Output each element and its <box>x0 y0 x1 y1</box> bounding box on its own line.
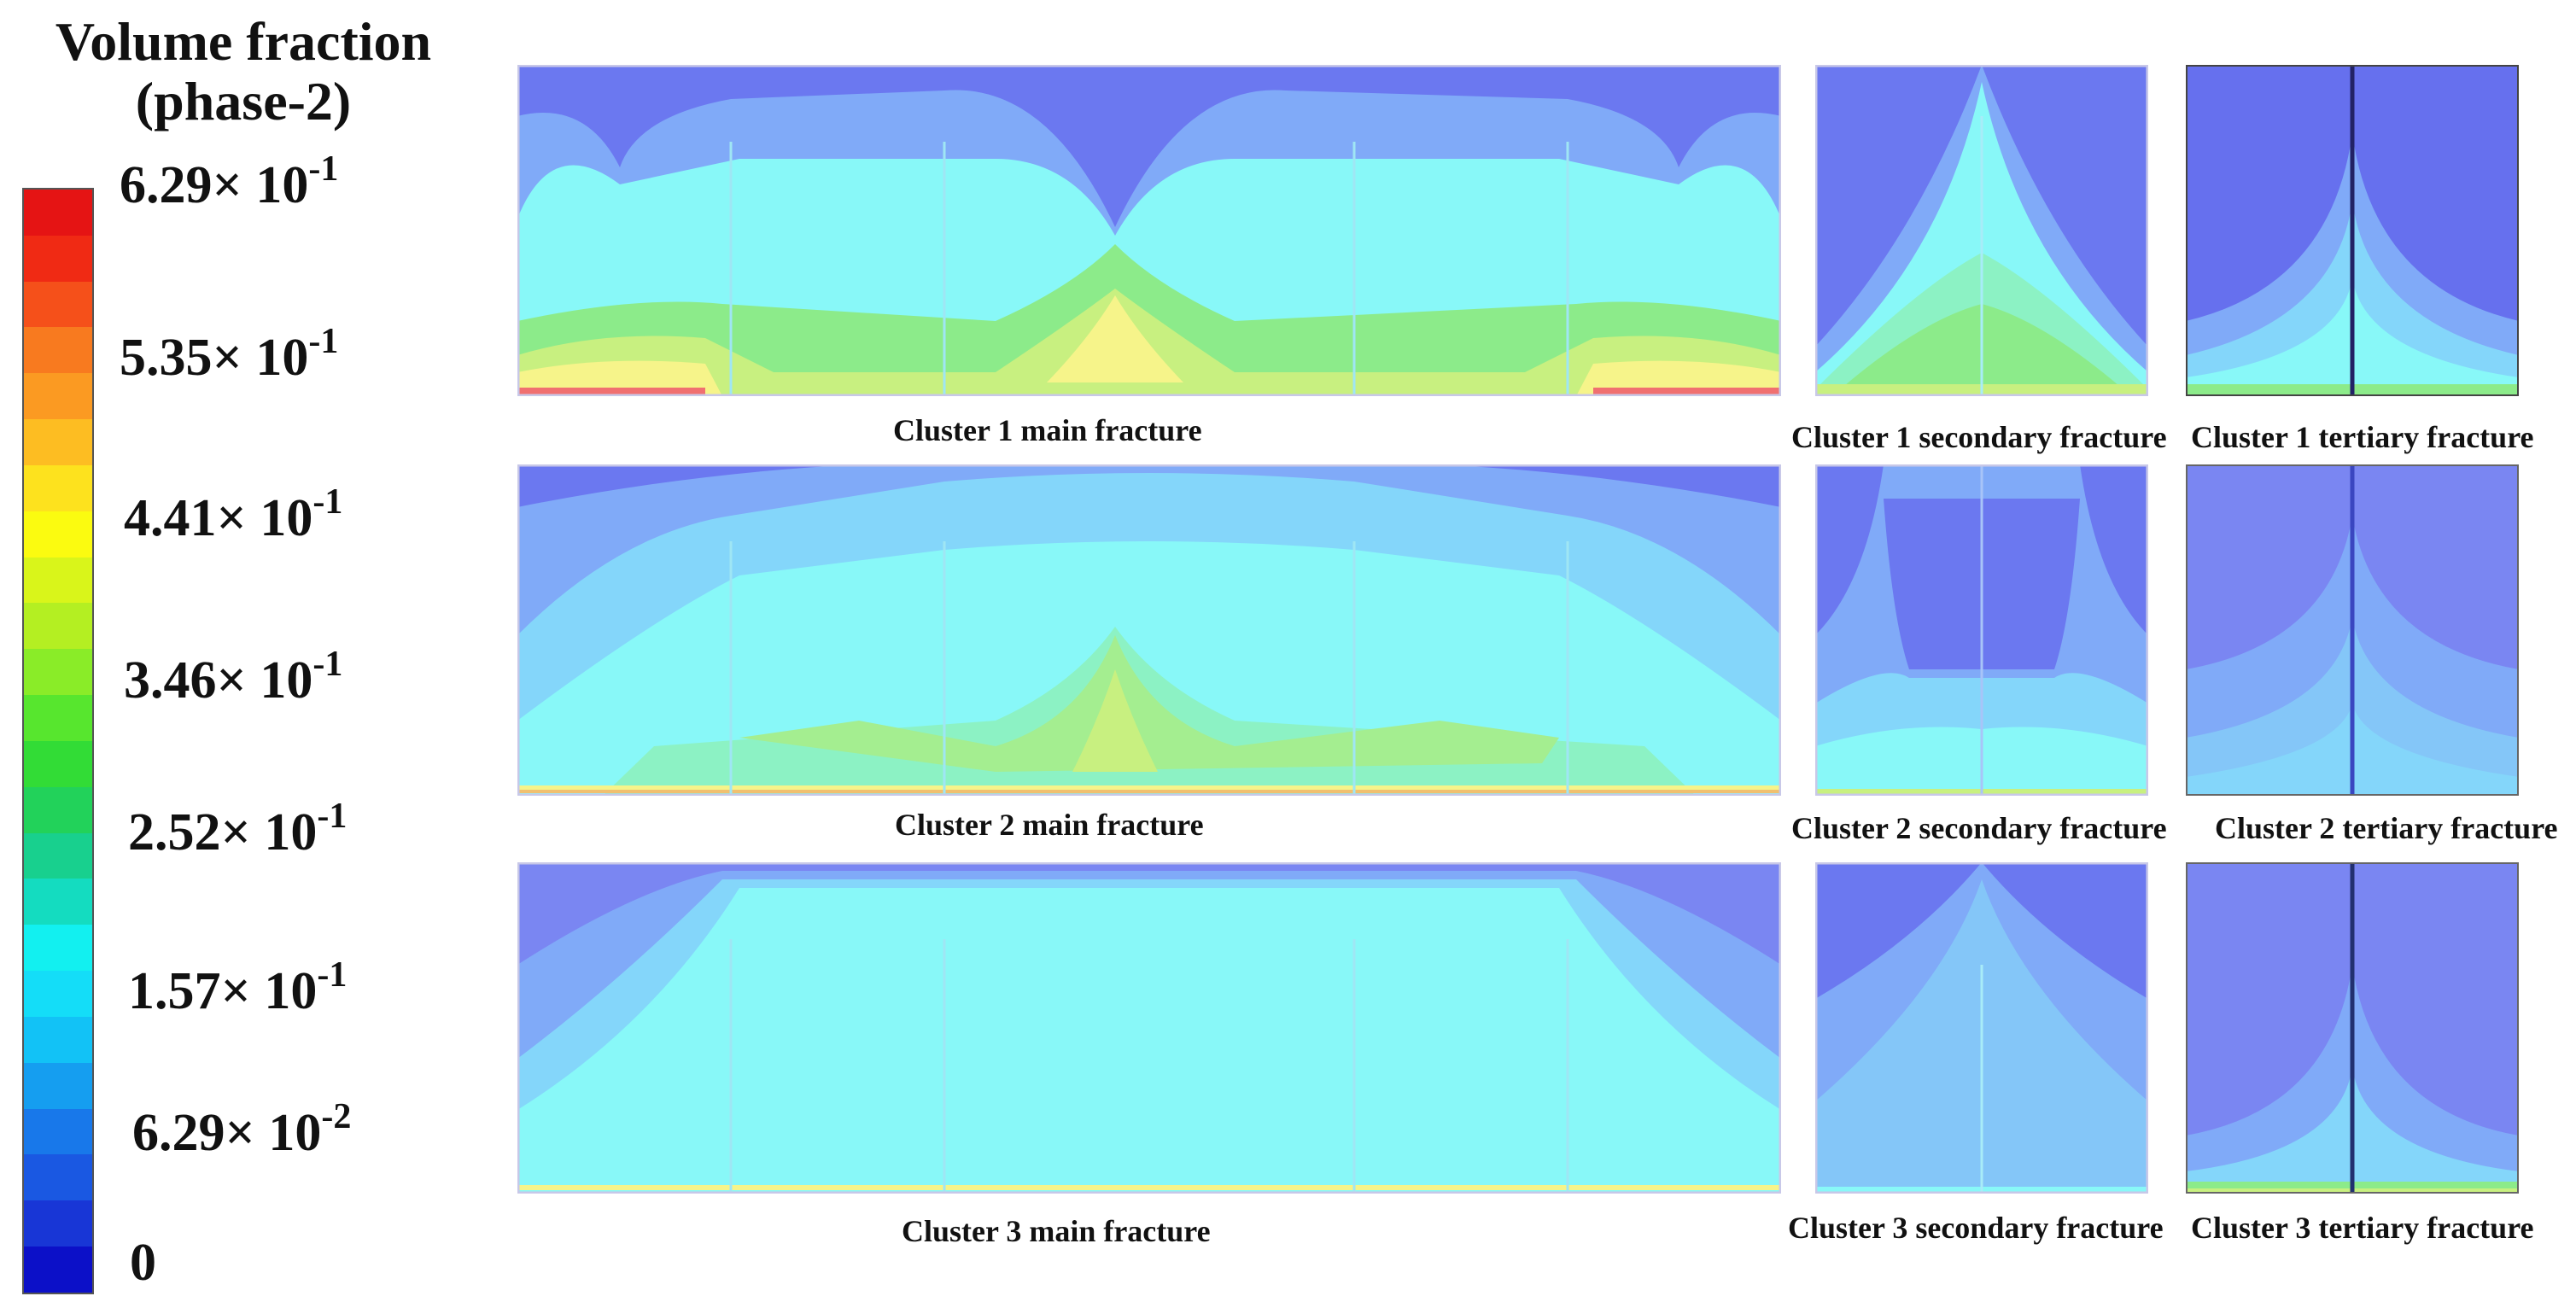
legend-tick: 2.52× 10-1 <box>128 797 348 861</box>
legend-tick-min: 0 <box>130 1234 156 1292</box>
color-scale-segment <box>24 925 92 972</box>
contour-cluster3-secondary <box>1815 862 2148 1194</box>
color-scale-segment <box>24 879 92 925</box>
legend-tick: 4.41× 10-1 <box>124 482 343 547</box>
color-scale-segment <box>24 603 92 650</box>
caption-cluster3-main: Cluster 3 main fracture <box>902 1214 1211 1248</box>
caption-cluster1-tertiary: Cluster 1 tertiary fracture <box>2191 420 2534 454</box>
legend-tick-max: 6.29× 10-1 <box>120 149 339 214</box>
color-scale-segment <box>24 740 92 787</box>
legend-title-line1: Volume fraction <box>55 11 432 72</box>
color-scale-segment <box>24 557 92 604</box>
contour-cluster3-main <box>517 862 1781 1194</box>
caption-cluster3-secondary: Cluster 3 secondary fracture <box>1788 1211 2164 1245</box>
color-scale-segment <box>24 1016 92 1063</box>
caption-cluster2-secondary: Cluster 2 secondary fracture <box>1791 811 2167 845</box>
legend-tick: 6.29× 10-2 <box>132 1097 352 1162</box>
contour-cluster1-secondary <box>1815 65 2148 396</box>
caption-cluster1-main: Cluster 1 main fracture <box>893 413 1202 447</box>
color-scale-segment <box>24 511 92 558</box>
color-scale-segment <box>24 235 92 282</box>
legend-title: Volume fraction (phase-2) <box>0 12 487 131</box>
legend-tick: 1.57× 10-1 <box>128 955 348 1020</box>
contour-cluster1-main <box>517 65 1781 396</box>
contour-cluster2-secondary <box>1815 464 2148 796</box>
contour-cluster2-main <box>517 464 1781 796</box>
color-scale-bar <box>22 188 94 1294</box>
color-scale-segment <box>24 1154 92 1201</box>
legend-tick: 5.35× 10-1 <box>120 322 339 387</box>
color-scale-segment <box>24 832 92 879</box>
legend-title-line2: (phase-2) <box>135 71 352 131</box>
color-scale-segment <box>24 1200 92 1247</box>
legend-tick: 3.46× 10-1 <box>124 645 343 709</box>
color-scale-segment <box>24 649 92 696</box>
color-scale-segment <box>24 281 92 328</box>
color-scale-segment <box>24 971 92 1017</box>
color-scale-segment <box>24 786 92 833</box>
color-scale-segment <box>24 695 92 741</box>
color-scale-segment <box>24 419 92 465</box>
contour-cluster1-tertiary <box>2186 65 2519 396</box>
contour-cluster2-tertiary <box>2186 464 2519 796</box>
color-scale-segment <box>24 190 92 236</box>
color-scale-segment <box>24 464 92 511</box>
caption-cluster1-secondary: Cluster 1 secondary fracture <box>1791 420 2167 454</box>
color-scale-segment <box>24 1108 92 1155</box>
color-scale-segment <box>24 373 92 420</box>
color-scale-segment <box>24 1062 92 1109</box>
caption-cluster2-tertiary: Cluster 2 tertiary fracture <box>2215 811 2558 845</box>
caption-cluster2-main: Cluster 2 main fracture <box>895 808 1204 842</box>
caption-cluster3-tertiary: Cluster 3 tertiary fracture <box>2191 1211 2534 1245</box>
contour-cluster3-tertiary <box>2186 862 2519 1194</box>
color-scale-segment <box>24 327 92 374</box>
color-scale-segment <box>24 1247 92 1293</box>
